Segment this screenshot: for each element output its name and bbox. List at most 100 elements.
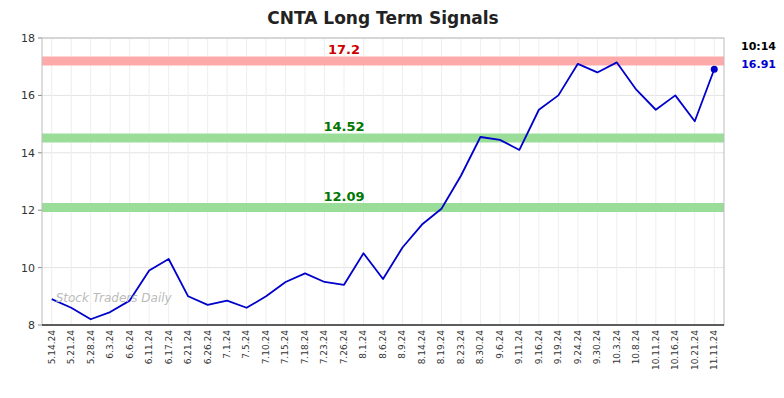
x-axis-line bbox=[42, 324, 724, 326]
x-grid-line bbox=[402, 38, 403, 325]
signal-band bbox=[42, 133, 724, 142]
x-tick-label: 10.16.24 bbox=[670, 330, 680, 370]
x-grid-line bbox=[227, 38, 228, 325]
x-grid-line bbox=[51, 38, 52, 325]
title: CNTA Long Term Signals bbox=[267, 8, 498, 28]
x-tick-label: 9.6.24 bbox=[495, 330, 505, 359]
x-grid-line bbox=[694, 38, 695, 325]
x-tick-label: 8.1.24 bbox=[358, 330, 368, 359]
last-point bbox=[711, 66, 718, 73]
x-grid-line bbox=[246, 38, 247, 325]
x-tick-label: 10.3.24 bbox=[612, 330, 622, 365]
y-axis: 8 10 12 14 16 18 bbox=[21, 32, 42, 332]
x-tick-label: 7.1.24 bbox=[222, 330, 232, 359]
grid bbox=[42, 38, 724, 325]
x-grid-line bbox=[305, 38, 306, 325]
x-tick-label: 7.15.24 bbox=[280, 330, 290, 365]
plot-background bbox=[42, 38, 724, 325]
x-grid-line bbox=[480, 38, 481, 325]
y-tick bbox=[38, 95, 42, 96]
y-tick bbox=[38, 325, 42, 326]
y-tick-label: 14 bbox=[21, 147, 35, 160]
x-tick-label: 6.17.24 bbox=[164, 330, 174, 365]
x-tick-label: 9.11.24 bbox=[514, 330, 524, 365]
x-tick-label: 5.28.24 bbox=[86, 330, 96, 365]
x-tick-label: 10.11.24 bbox=[651, 330, 661, 370]
signal-label: 12.09 bbox=[323, 189, 364, 204]
x-tick-label: 6.11.24 bbox=[144, 330, 154, 365]
x-tick-label: 6.26.24 bbox=[203, 330, 213, 365]
x-tick-label: 9.16.24 bbox=[534, 330, 544, 365]
x-tick-label: 6.21.24 bbox=[183, 330, 193, 365]
x-grid-line bbox=[499, 38, 500, 325]
x-tick-label: 6.3.24 bbox=[105, 330, 115, 359]
x-tick-label: 7.23.24 bbox=[319, 330, 329, 365]
x-tick-label: 5.14.24 bbox=[47, 330, 57, 365]
x-tick-label: 8.14.24 bbox=[417, 330, 427, 365]
x-grid-line bbox=[421, 38, 422, 325]
x-grid-line bbox=[675, 38, 676, 325]
x-grid-line bbox=[168, 38, 169, 325]
x-axis: 5.14.24 5.21.24 5.28.24 6.3.24 6.6.24 6.11.24… bbox=[47, 330, 720, 370]
x-tick-label: 7.18.24 bbox=[300, 330, 310, 365]
x-tick-label: 10.21.24 bbox=[690, 330, 700, 370]
x-grid-line bbox=[110, 38, 111, 325]
x-tick-label: 9.30.24 bbox=[592, 330, 602, 365]
y-grid-line bbox=[42, 325, 724, 326]
last-time: 10:14 bbox=[741, 40, 776, 53]
x-tick-label: 6.6.24 bbox=[125, 330, 135, 359]
last-price: 16.91 bbox=[741, 58, 776, 71]
x-tick-label: 9.24.24 bbox=[573, 330, 583, 365]
x-grid-line bbox=[655, 38, 656, 325]
y-tick-label: 8 bbox=[28, 319, 35, 332]
x-tick-label: 8.30.24 bbox=[475, 330, 485, 365]
y-tick-label: 10 bbox=[21, 262, 35, 275]
x-tick-label: 8.6.24 bbox=[378, 330, 388, 359]
price-line bbox=[52, 62, 715, 319]
x-tick-label: 10.8.24 bbox=[631, 330, 641, 365]
chart: 8 10 12 14 16 18 5.14.24 5.21.24 5.28.24 6.3.24 6.… bbox=[0, 0, 784, 398]
x-grid-line bbox=[460, 38, 461, 325]
y-tick-label: 16 bbox=[21, 89, 35, 102]
plot-frame bbox=[42, 38, 724, 325]
x-grid-line bbox=[636, 38, 637, 325]
y-tick bbox=[38, 210, 42, 211]
signal-label: 17.2 bbox=[328, 42, 360, 57]
signal-label: 14.52 bbox=[323, 119, 364, 134]
x-grid-line bbox=[90, 38, 91, 325]
x-grid-line bbox=[266, 38, 267, 325]
x-grid-line bbox=[441, 38, 442, 325]
x-grid-line bbox=[616, 38, 617, 325]
x-grid-line bbox=[558, 38, 559, 325]
y-tick bbox=[38, 38, 42, 39]
x-grid-line bbox=[538, 38, 539, 325]
x-tick-label: 7.26.24 bbox=[339, 330, 349, 365]
x-tick-label: 9.19.24 bbox=[553, 330, 563, 365]
x-grid-line bbox=[363, 38, 364, 325]
x-grid-line bbox=[519, 38, 520, 325]
x-grid-line bbox=[129, 38, 130, 325]
x-tick-label: 8.19.24 bbox=[436, 330, 446, 365]
signal-band bbox=[42, 203, 724, 212]
x-grid-line bbox=[207, 38, 208, 325]
plot-data bbox=[42, 61, 724, 319]
x-grid-line bbox=[71, 38, 72, 325]
x-tick-label: 8.9.24 bbox=[397, 330, 407, 359]
x-grid-line bbox=[383, 38, 384, 325]
y-tick-label: 18 bbox=[21, 32, 35, 45]
x-grid-line bbox=[577, 38, 578, 325]
y-tick bbox=[38, 152, 42, 153]
x-grid-line bbox=[597, 38, 598, 325]
x-tick-label: 7.10.24 bbox=[261, 330, 271, 365]
watermark: Stock Traders Daily bbox=[56, 291, 173, 305]
y-tick-label: 12 bbox=[21, 204, 35, 217]
x-tick-label: 11.11.24 bbox=[709, 330, 719, 370]
y-tick bbox=[38, 267, 42, 268]
x-tick-label: 5.21.24 bbox=[66, 330, 76, 365]
x-tick-label: 7.5.24 bbox=[241, 330, 251, 359]
x-grid-line bbox=[344, 38, 345, 325]
signal-band bbox=[42, 56, 724, 65]
x-grid-line bbox=[714, 38, 715, 325]
x-tick-label: 8.23.24 bbox=[456, 330, 466, 365]
x-grid-line bbox=[188, 38, 189, 325]
